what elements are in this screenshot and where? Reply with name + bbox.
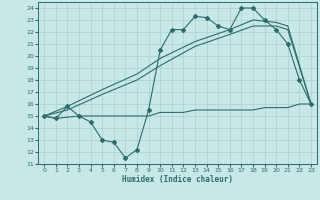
- X-axis label: Humidex (Indice chaleur): Humidex (Indice chaleur): [122, 175, 233, 184]
